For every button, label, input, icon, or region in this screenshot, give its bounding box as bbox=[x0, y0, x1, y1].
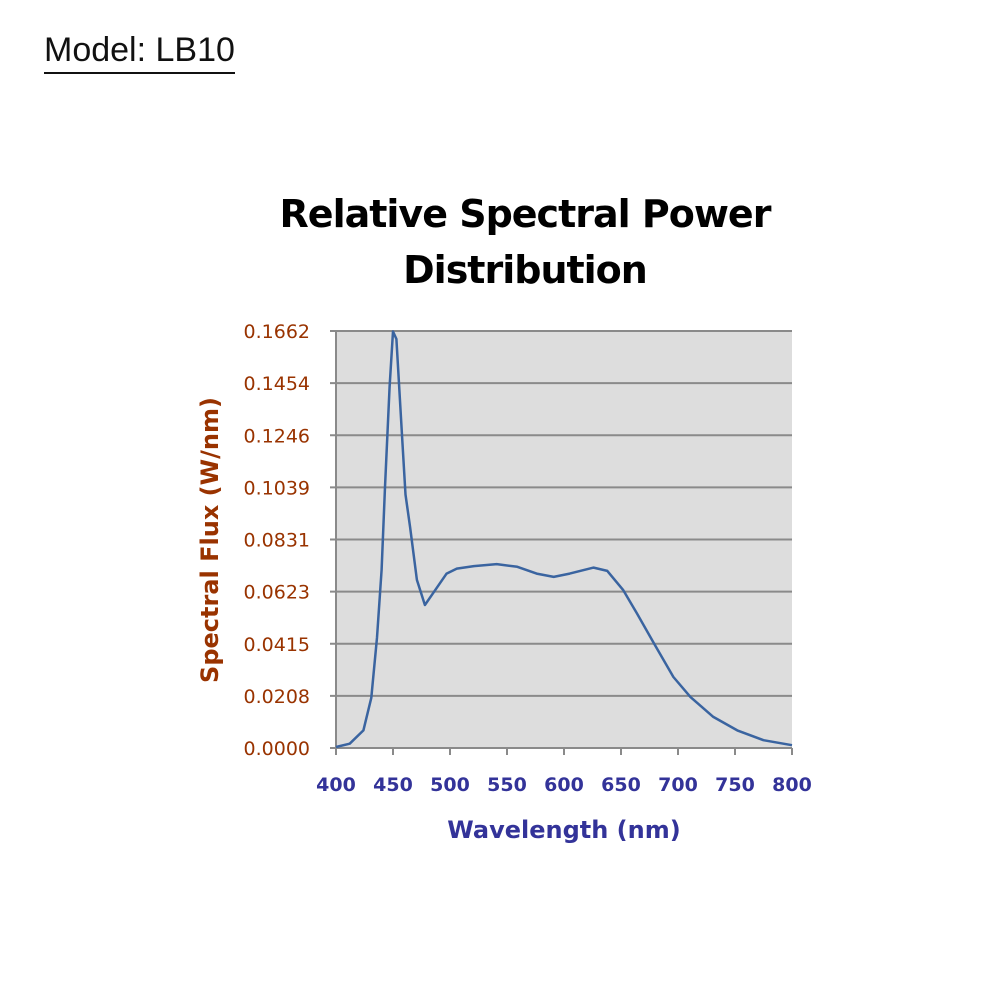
x-tick-label: 650 bbox=[601, 774, 641, 796]
spectrum-line bbox=[335, 330, 793, 749]
y-tick-label: 0.0831 bbox=[244, 530, 310, 552]
x-tick-label: 450 bbox=[373, 774, 413, 796]
chart-title: Relative Spectral Power Distribution bbox=[279, 192, 772, 292]
x-tick-label: 550 bbox=[487, 774, 527, 796]
x-tick-label: 600 bbox=[544, 774, 584, 796]
y-tick-label: 0.0000 bbox=[244, 738, 310, 760]
x-tick-label: 500 bbox=[430, 774, 470, 796]
y-tick-label: 0.1454 bbox=[244, 373, 310, 395]
x-tick-label: 700 bbox=[658, 774, 698, 796]
y-tick-label: 0.0415 bbox=[244, 634, 310, 656]
y-tick-label: 0.0623 bbox=[244, 582, 310, 604]
y-tick-label: 0.1246 bbox=[244, 425, 310, 447]
y-tick-label: 0.1662 bbox=[244, 321, 310, 343]
x-tick-label: 750 bbox=[715, 774, 755, 796]
y-tick-label: 0.0208 bbox=[244, 686, 310, 708]
x-tick-label: 800 bbox=[772, 774, 812, 796]
y-axis-label: Spectral Flux (W/nm) bbox=[196, 397, 224, 683]
model-label: Model: LB10 bbox=[44, 30, 235, 74]
y-tick-label: 0.1039 bbox=[244, 477, 310, 499]
x-axis-label: Wavelength (nm) bbox=[447, 816, 680, 844]
x-tick-label: 400 bbox=[316, 774, 356, 796]
